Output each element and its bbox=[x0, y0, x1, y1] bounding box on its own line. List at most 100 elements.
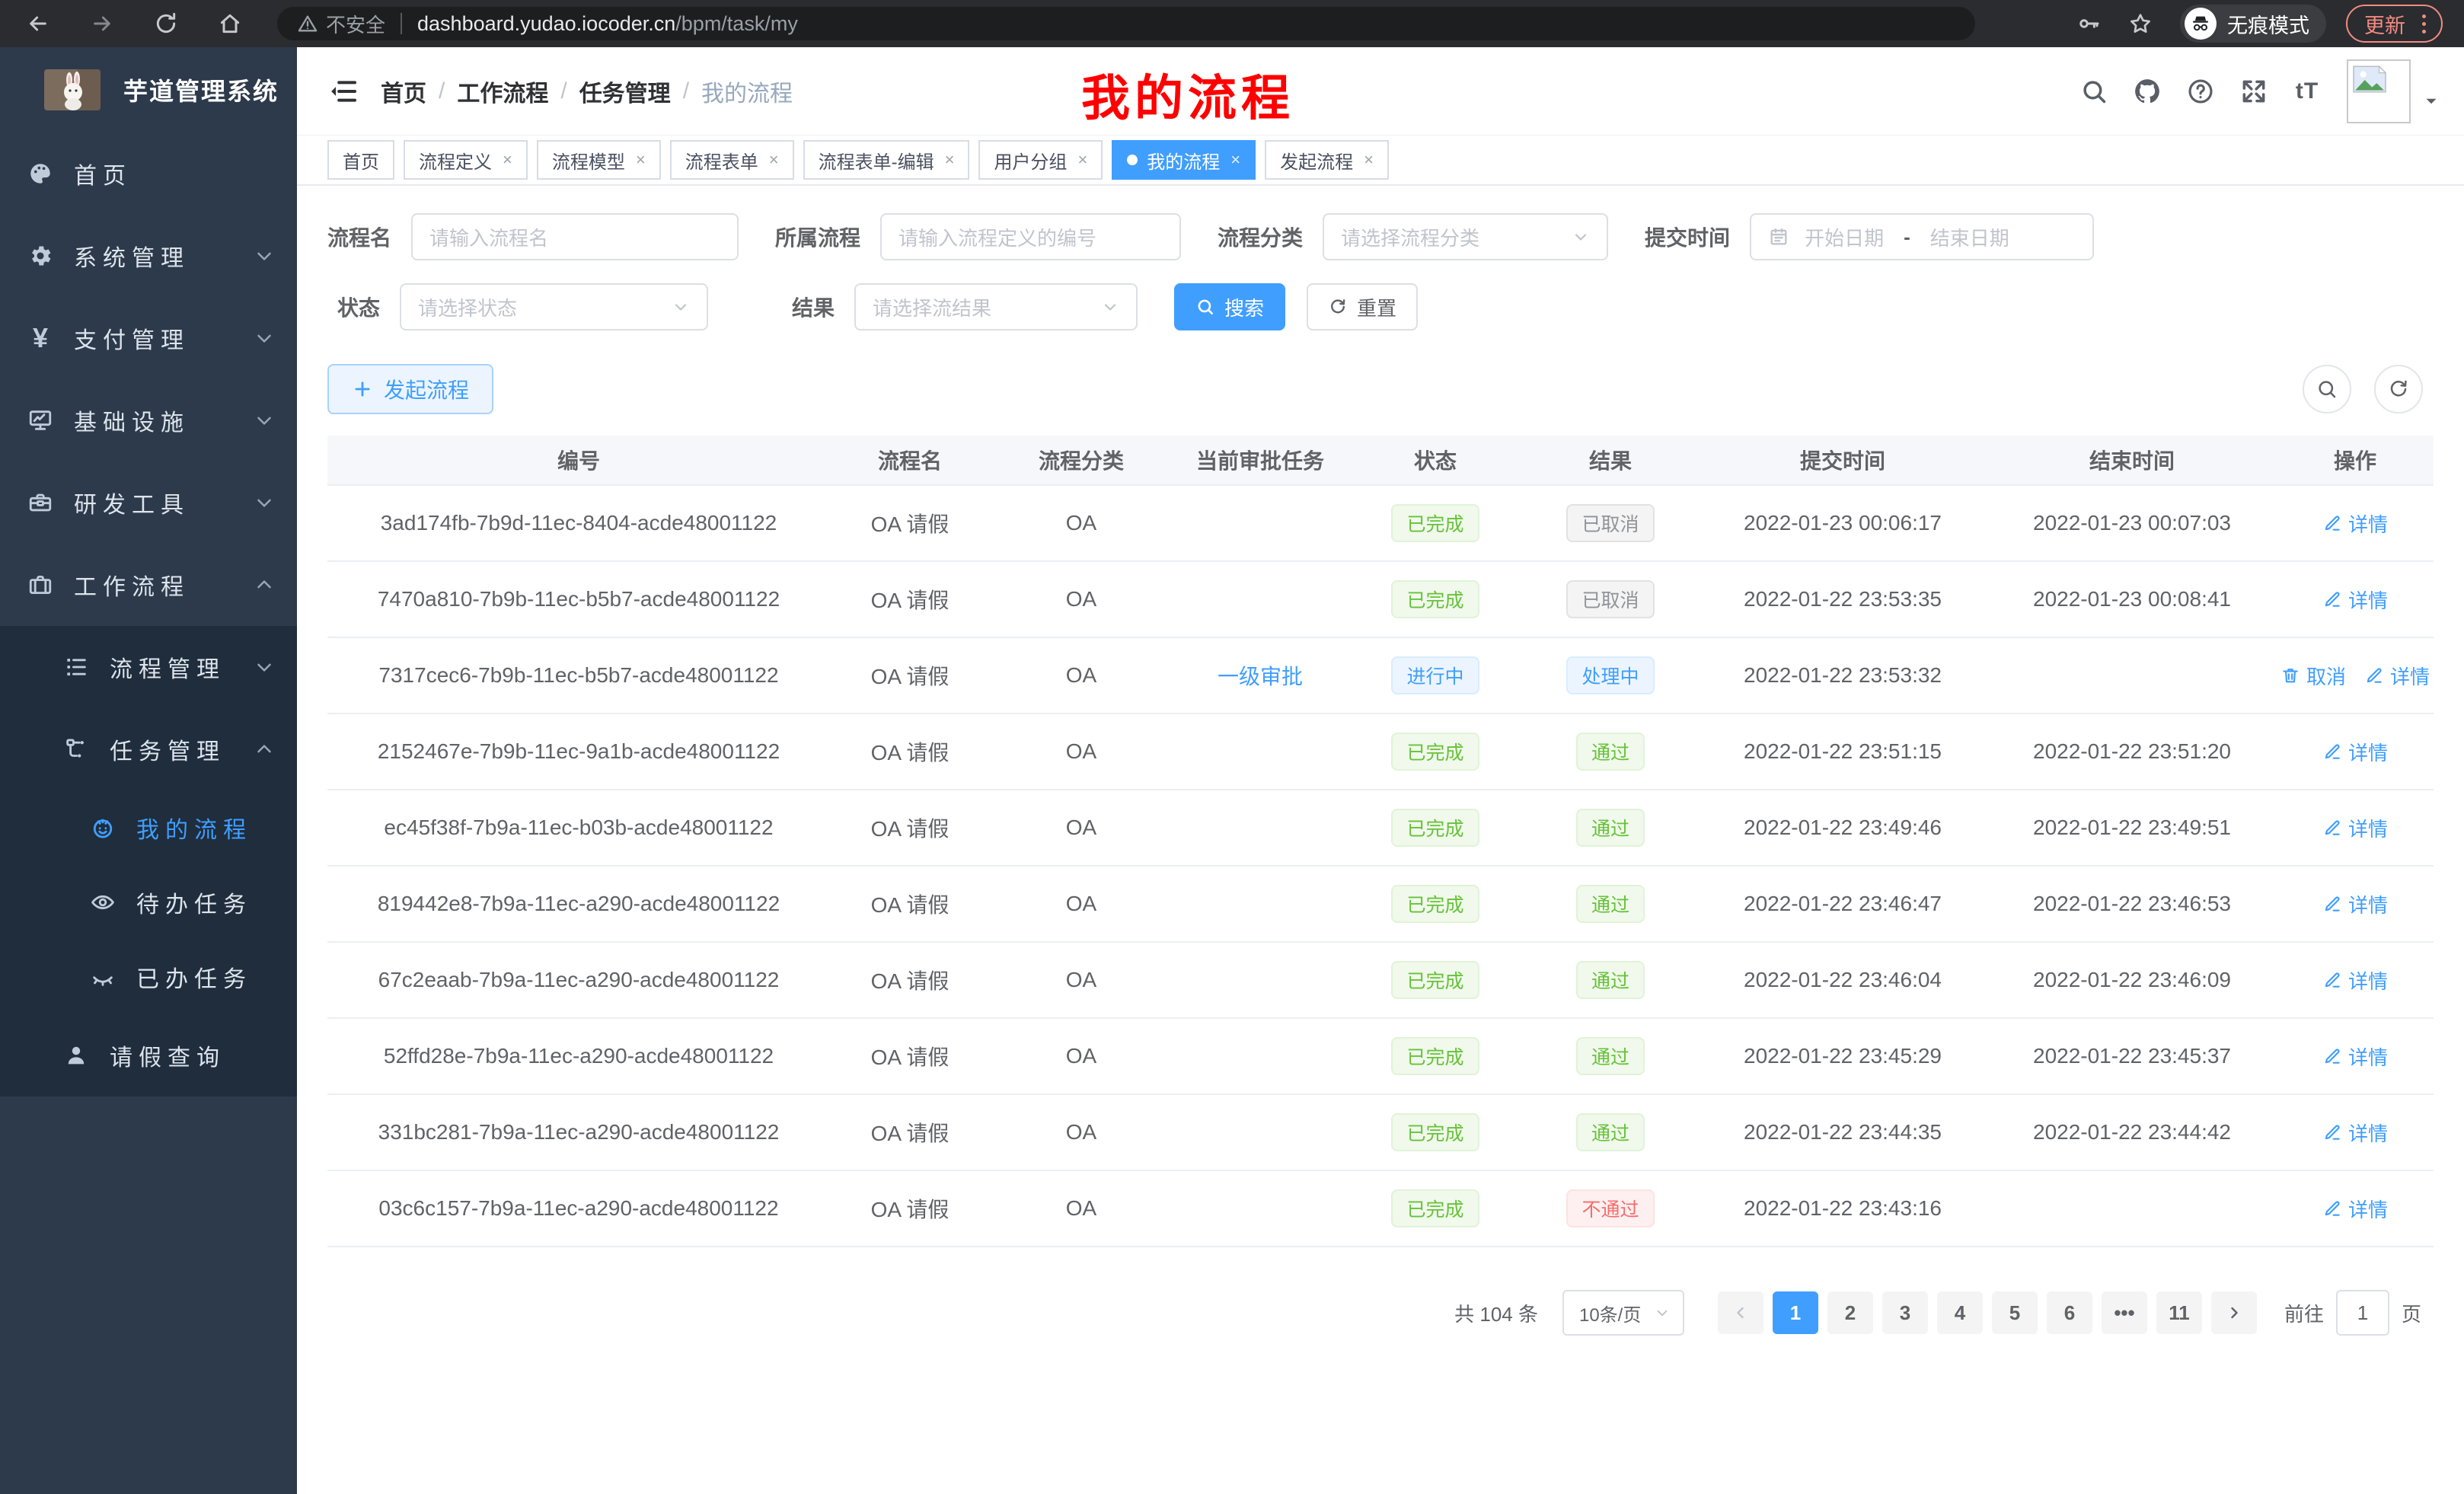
process-category: OA bbox=[1065, 892, 1097, 915]
process-name: OA 请假 bbox=[870, 893, 950, 917]
help-icon[interactable] bbox=[2182, 73, 2219, 110]
detail-action-link[interactable]: 详情 bbox=[2322, 1195, 2388, 1223]
filter-row-1: 流程名 请输入流程名 所属流程 请输入流程定义的编号 流程分类 请选择流程分类 … bbox=[327, 213, 2434, 260]
browser-menu-icon[interactable] bbox=[2418, 11, 2430, 37]
sidebar-item-label: 任务管理 bbox=[110, 739, 225, 765]
success-badge: 已完成 bbox=[1391, 733, 1479, 771]
tab-close-icon[interactable]: × bbox=[503, 150, 512, 169]
sidebar-item-todo-tasks[interactable]: 待办任务 bbox=[0, 865, 297, 940]
sidebar-item-home[interactable]: 首页 bbox=[0, 132, 297, 215]
search-button[interactable]: 搜索 bbox=[1174, 283, 1286, 330]
tab-process-form-edit[interactable]: 流程表单-编辑 × bbox=[803, 140, 970, 180]
prev-page-button[interactable] bbox=[1717, 1291, 1763, 1334]
reload-icon[interactable] bbox=[149, 7, 183, 40]
incognito-badge: 无痕模式 bbox=[2180, 5, 2326, 43]
pager-ellipsis[interactable]: ••• bbox=[2101, 1291, 2147, 1334]
tab-close-icon[interactable]: × bbox=[1230, 150, 1241, 169]
security-label: 不安全 bbox=[326, 13, 386, 37]
tab-close-icon[interactable]: × bbox=[1364, 150, 1374, 169]
cancel-action-link[interactable]: 取消 bbox=[2280, 662, 2346, 690]
result-select[interactable]: 请选择流结果 bbox=[854, 283, 1138, 330]
process-category: OA bbox=[1065, 739, 1097, 763]
forward-icon[interactable] bbox=[85, 7, 119, 40]
tab-user-group[interactable]: 用户分组 × bbox=[978, 140, 1103, 180]
tab-process-definition[interactable]: 流程定义 × bbox=[404, 140, 528, 180]
goto-page-input[interactable]: 1 bbox=[2335, 1290, 2389, 1336]
tab-my-process[interactable]: 我的流程 × bbox=[1112, 140, 1256, 180]
sidebar-item-infrastructure[interactable]: 基础设施 bbox=[0, 379, 297, 461]
process-name-input[interactable]: 请输入流程名 bbox=[411, 213, 739, 260]
sidebar-item-leave-query[interactable]: 请假查询 bbox=[0, 1014, 297, 1097]
tab-home[interactable]: 首页 bbox=[327, 140, 394, 180]
detail-action-link[interactable]: 详情 bbox=[2322, 1042, 2388, 1071]
next-page-button[interactable] bbox=[2210, 1291, 2257, 1334]
sidebar-item-payment-management[interactable]: ¥ 支付管理 bbox=[0, 297, 297, 379]
column-header: 当前审批任务 bbox=[1195, 449, 1324, 473]
breadcrumb-item[interactable]: 任务管理 bbox=[579, 81, 671, 107]
status-select[interactable]: 请选择状态 bbox=[400, 283, 709, 330]
font-size-icon[interactable]: tT bbox=[2295, 78, 2319, 104]
page-button-6[interactable]: 6 bbox=[2046, 1291, 2092, 1334]
start-process-button[interactable]: 发起流程 bbox=[327, 364, 494, 414]
hamburger-icon[interactable] bbox=[326, 74, 361, 109]
success-badge: 通过 bbox=[1575, 809, 1645, 847]
sidebar-item-system-management[interactable]: 系统管理 bbox=[0, 215, 297, 297]
address-bar[interactable]: 不安全 dashboard.yudao.iocoder.cn/bpm/task/… bbox=[277, 7, 1975, 40]
page-button-4[interactable]: 4 bbox=[1936, 1291, 1983, 1334]
update-button[interactable]: 更新 bbox=[2346, 5, 2443, 43]
tab-close-icon[interactable]: × bbox=[944, 150, 955, 169]
end-time: 2022-01-22 23:49:51 bbox=[2033, 816, 2231, 839]
breadcrumb-item[interactable]: 工作流程 bbox=[457, 81, 549, 107]
hide-search-button[interactable] bbox=[2303, 365, 2351, 413]
detail-action-link[interactable]: 详情 bbox=[2322, 586, 2388, 614]
detail-action-link[interactable]: 详情 bbox=[2322, 890, 2388, 918]
github-icon[interactable] bbox=[2129, 73, 2166, 110]
chevron-up-icon bbox=[253, 573, 276, 596]
page-button-3[interactable]: 3 bbox=[1882, 1291, 1928, 1334]
refresh-button[interactable] bbox=[2374, 365, 2423, 413]
current-task-link[interactable]: 一级审批 bbox=[1217, 665, 1303, 688]
sidebar-item-process-management[interactable]: 流程管理 bbox=[0, 626, 297, 708]
detail-action-link[interactable]: 详情 bbox=[2322, 966, 2388, 994]
page-button-2[interactable]: 2 bbox=[1827, 1291, 1873, 1334]
breadcrumb-item[interactable]: 首页 bbox=[381, 81, 426, 107]
back-icon[interactable] bbox=[21, 7, 55, 40]
sidebar-item-done-tasks[interactable]: 已办任务 bbox=[0, 940, 297, 1014]
category-select[interactable]: 请选择流程分类 bbox=[1323, 213, 1609, 260]
page-button-11[interactable]: 11 bbox=[2156, 1291, 2202, 1334]
avatar[interactable] bbox=[2347, 59, 2411, 123]
chevron-up-icon bbox=[253, 738, 276, 761]
tab-process-model[interactable]: 流程模型 × bbox=[536, 140, 661, 180]
submit-time: 2022-01-22 23:53:32 bbox=[1744, 663, 1942, 687]
detail-action-link[interactable]: 详情 bbox=[2322, 814, 2388, 842]
detail-action-link[interactable]: 详情 bbox=[2322, 738, 2388, 766]
submit-time-range-picker[interactable]: 开始日期 - 结束日期 bbox=[1750, 213, 2095, 260]
tab-label: 我的流程 bbox=[1147, 152, 1221, 173]
page-size-select[interactable]: 10条/页 bbox=[1562, 1290, 1684, 1336]
tab-close-icon[interactable]: × bbox=[1077, 150, 1088, 169]
password-key-icon[interactable] bbox=[2076, 11, 2101, 36]
process-def-input[interactable]: 请输入流程定义的编号 bbox=[880, 213, 1182, 260]
reset-button[interactable]: 重置 bbox=[1307, 283, 1419, 330]
tab-close-icon[interactable]: × bbox=[768, 150, 779, 169]
search-icon[interactable] bbox=[2076, 73, 2112, 110]
page-button-5[interactable]: 5 bbox=[1991, 1291, 2038, 1334]
sidebar-item-task-management[interactable]: 任务管理 bbox=[0, 708, 297, 790]
sidebar-item-workflow[interactable]: 工作流程 bbox=[0, 544, 297, 626]
detail-action-link[interactable]: 详情 bbox=[2322, 1119, 2388, 1147]
detail-action-link[interactable]: 详情 bbox=[2322, 509, 2388, 538]
home-icon[interactable] bbox=[213, 7, 247, 40]
tab-close-icon[interactable]: × bbox=[635, 150, 646, 169]
detail-action-link[interactable]: 详情 bbox=[2364, 662, 2430, 690]
avatar-caret-icon[interactable] bbox=[2421, 91, 2441, 111]
process-category: OA bbox=[1065, 511, 1097, 535]
fullscreen-icon[interactable] bbox=[2236, 73, 2272, 110]
process-name: OA 请假 bbox=[870, 817, 950, 841]
sidebar-item-my-process[interactable]: 我的流程 bbox=[0, 790, 297, 865]
sidebar-item-dev-tools[interactable]: 研发工具 bbox=[0, 461, 297, 544]
tab-start-process[interactable]: 发起流程 × bbox=[1265, 140, 1390, 180]
success-badge: 已完成 bbox=[1391, 809, 1479, 847]
page-button-1[interactable]: 1 bbox=[1772, 1291, 1818, 1334]
tab-process-form[interactable]: 流程表单 × bbox=[669, 140, 794, 180]
bookmark-star-icon[interactable] bbox=[2128, 11, 2153, 36]
